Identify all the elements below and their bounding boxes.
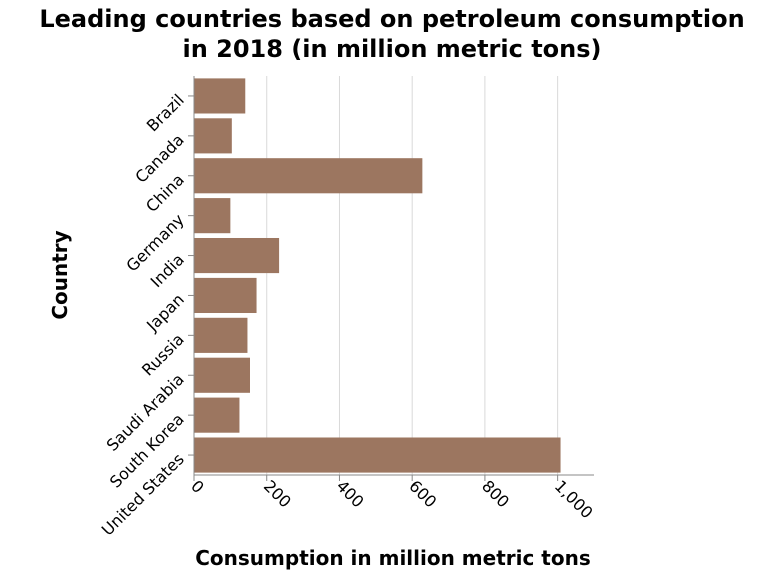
y-tick-labels: BrazilCanadaChinaGermanyIndiaJapanRussia… [98, 90, 188, 539]
y-tick-label: Russia [138, 330, 188, 380]
x-tick-label: 600 [405, 476, 440, 511]
x-tick-label: 200 [260, 476, 295, 511]
chart-title: Leading countries based on petroleum con… [0, 4, 784, 64]
bar-japan [194, 277, 257, 314]
bar-india [194, 237, 280, 274]
bar-russia [194, 317, 248, 353]
x-tick-labels: 0 200 400 600 800 1,000 [187, 476, 596, 522]
bar-saudi-arabia [194, 357, 250, 393]
x-tick-label: 800 [478, 476, 513, 511]
bars [194, 78, 561, 473]
chart-title-line-2: in 2018 (in million metric tons) [182, 35, 602, 63]
grid-lines [266, 76, 559, 475]
x-axis-title: Consumption in million metric tons [195, 546, 591, 570]
y-axis-title: Country [48, 230, 72, 319]
bar-germany [194, 198, 231, 234]
axes [188, 76, 594, 481]
x-tick-label: 1,000 [551, 476, 597, 522]
bar-brazil [194, 78, 246, 114]
bar-south-korea [194, 397, 240, 433]
x-tick-label: 400 [333, 476, 368, 511]
bar-united-states [194, 437, 561, 473]
bar-canada [194, 118, 232, 154]
x-tick-label: 0 [187, 476, 208, 497]
y-tick-label: Brazil [143, 90, 188, 135]
y-tick-label: Japan [142, 290, 188, 336]
bar-china [194, 158, 423, 194]
chart-title-line-1: Leading countries based on petroleum con… [39, 5, 745, 33]
